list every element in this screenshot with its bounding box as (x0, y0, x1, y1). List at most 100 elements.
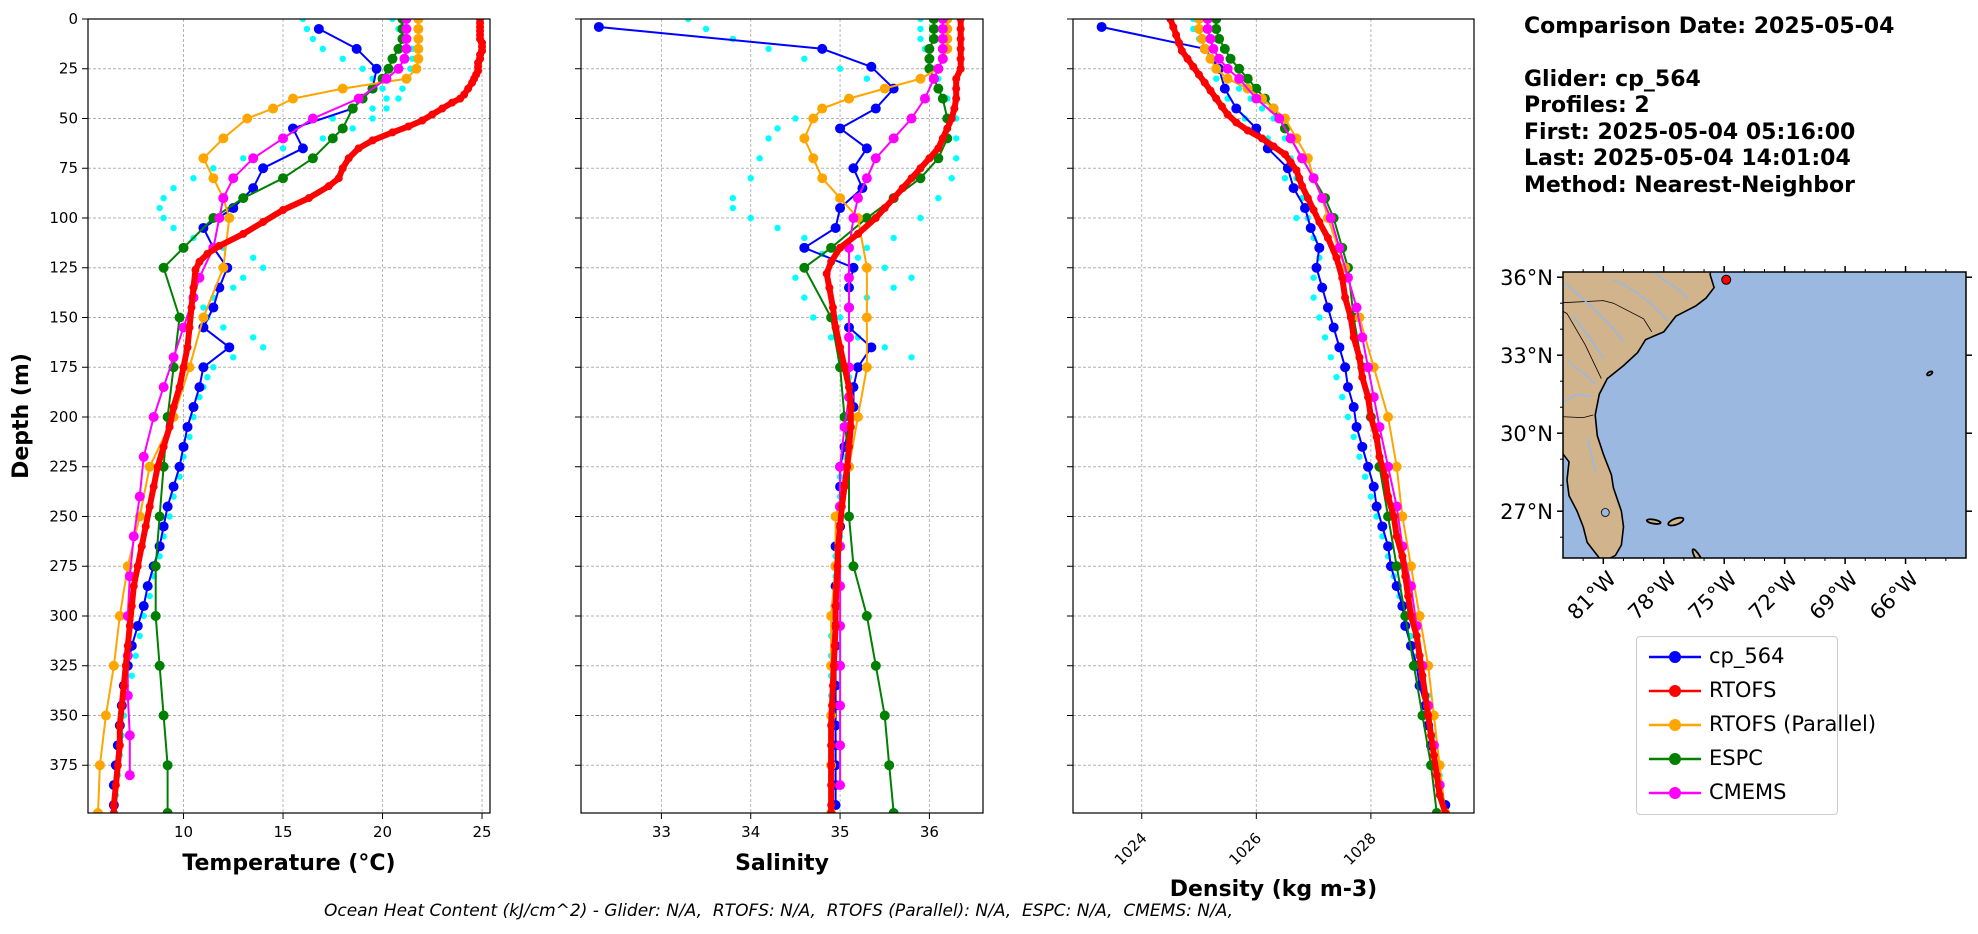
x-tick-label: 36 (920, 823, 939, 841)
data-point (1274, 113, 1285, 124)
data-point (916, 164, 925, 173)
data-point (845, 442, 853, 451)
data-point (258, 163, 269, 174)
data-point (124, 730, 135, 741)
x-tick-label: 1026 (1225, 829, 1265, 869)
data-point (1305, 222, 1316, 233)
data-point (925, 154, 934, 163)
data-point (1166, 19, 1175, 23)
river (1613, 279, 1669, 322)
glider-scatter-point (303, 25, 311, 33)
data-point (337, 123, 348, 134)
glider-scatter-point (890, 234, 897, 242)
glider-scatter-point (259, 344, 267, 351)
data-point (861, 143, 872, 154)
glider-scatter-point (369, 115, 376, 122)
data-point (187, 303, 196, 312)
data-point (195, 257, 204, 266)
data-point (111, 781, 120, 790)
data-point (861, 262, 872, 273)
data-point (1297, 153, 1308, 164)
data-point (338, 164, 347, 173)
data-point (1317, 193, 1328, 204)
data-point (1363, 461, 1374, 472)
glider-scatter-point (319, 135, 327, 142)
data-point (832, 582, 841, 591)
data-point (371, 63, 382, 74)
x-axis-label: Salinity (735, 851, 829, 876)
data-point (208, 173, 219, 184)
data-point (1391, 561, 1402, 572)
glider-scatter-point (801, 234, 808, 242)
data-point (393, 43, 404, 54)
data-point (1211, 23, 1222, 34)
y-tick-label: 250 (49, 507, 78, 525)
data-point (866, 342, 877, 353)
data-point (381, 73, 392, 84)
glider-scatter-point (329, 115, 336, 122)
data-point (1372, 432, 1381, 441)
data-point (138, 451, 149, 462)
data-point (182, 421, 193, 432)
lon-tick-label: 66°W (1865, 566, 1923, 624)
legend: cp_564 RTOFS RTOFS (Parallel) ESPC CMEMS (1636, 636, 1876, 815)
data-point (268, 103, 279, 114)
data-point (1381, 472, 1390, 481)
island (1688, 566, 1695, 577)
data-point (833, 562, 842, 571)
data-point (401, 43, 412, 54)
data-point (1242, 73, 1253, 84)
legend-item-rtofs-parallel-: RTOFS (Parallel) (1637, 710, 1876, 740)
data-point (827, 781, 836, 790)
data-point (848, 262, 859, 273)
data-point (848, 212, 859, 223)
data-point (1412, 631, 1421, 640)
data-point (1364, 393, 1373, 402)
data-point (242, 113, 253, 124)
data-point (1211, 19, 1222, 24)
legend-swatch (1649, 719, 1701, 731)
data-point (162, 501, 173, 512)
data-point (354, 144, 363, 153)
data-point (198, 312, 209, 323)
island (1667, 516, 1685, 527)
data-point (831, 323, 840, 332)
data-point (1286, 158, 1295, 167)
data-point (1384, 492, 1393, 501)
data-point (827, 257, 836, 266)
data-point (844, 332, 854, 343)
glider-scatter-point (747, 174, 754, 182)
data-point (1398, 552, 1407, 561)
data-point (835, 461, 846, 472)
data-point (388, 128, 397, 137)
data-point (1219, 43, 1230, 54)
data-point (1391, 461, 1402, 472)
data-point (1338, 273, 1347, 282)
series-line (1215, 19, 1438, 813)
data-point (124, 770, 135, 781)
data-point (145, 502, 154, 511)
series-line (1198, 19, 1447, 813)
data-point (852, 193, 863, 204)
data-point (278, 173, 289, 184)
series-line (803, 19, 949, 813)
data-point (938, 134, 947, 143)
data-point (1435, 791, 1444, 800)
data-point (114, 610, 125, 621)
data-point (127, 602, 136, 611)
data-point (1196, 33, 1207, 44)
data-point (952, 74, 961, 83)
data-point (1375, 452, 1384, 461)
glider-scatter-point (836, 65, 844, 72)
glider-scatter-point (953, 135, 960, 142)
glider-scatter-point (319, 45, 327, 53)
glider-scatter-point (1350, 433, 1357, 441)
y-tick-label: 125 (49, 259, 78, 277)
glider-scatter-point (1356, 453, 1363, 460)
data-point (344, 154, 353, 163)
data-point (1202, 19, 1213, 24)
data-point (1298, 182, 1307, 191)
data-point (238, 193, 249, 204)
data-point (138, 601, 149, 612)
data-point (836, 522, 845, 531)
